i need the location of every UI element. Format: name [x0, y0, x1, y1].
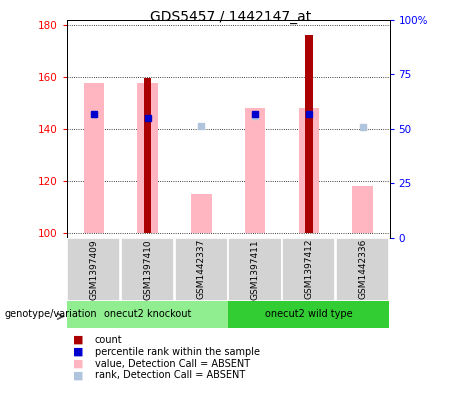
Bar [67, 238, 120, 301]
Text: GDS5457 / 1442147_at: GDS5457 / 1442147_at [150, 10, 311, 24]
Bar [353, 186, 373, 233]
Bar [229, 301, 389, 328]
Bar [191, 194, 212, 233]
Text: onecut2 wild type: onecut2 wild type [265, 309, 353, 320]
Bar [137, 83, 158, 233]
Text: GSM1442337: GSM1442337 [197, 239, 206, 299]
Text: percentile rank within the sample: percentile rank within the sample [95, 347, 260, 357]
Text: ■: ■ [73, 347, 83, 357]
Bar [175, 238, 228, 301]
Bar [282, 238, 336, 301]
Bar [83, 83, 104, 233]
Bar [67, 301, 228, 328]
Text: value, Detection Call = ABSENT: value, Detection Call = ABSENT [95, 358, 249, 369]
Text: rank, Detection Call = ABSENT: rank, Detection Call = ABSENT [95, 370, 245, 380]
Text: ■: ■ [73, 358, 83, 369]
Bar [305, 35, 313, 233]
Text: GSM1397410: GSM1397410 [143, 239, 152, 299]
Text: GSM1397412: GSM1397412 [304, 239, 313, 299]
Bar [336, 238, 389, 301]
Bar [144, 78, 151, 233]
Bar [299, 108, 319, 233]
Text: ■: ■ [73, 335, 83, 345]
Text: onecut2 knockout: onecut2 knockout [104, 309, 191, 320]
Bar [121, 238, 174, 301]
Text: ■: ■ [73, 370, 83, 380]
Text: genotype/variation: genotype/variation [5, 309, 97, 320]
Text: GSM1397409: GSM1397409 [89, 239, 98, 299]
Text: GSM1397411: GSM1397411 [251, 239, 260, 299]
Bar [245, 108, 265, 233]
Bar [229, 238, 282, 301]
Text: count: count [95, 335, 122, 345]
Text: GSM1442336: GSM1442336 [358, 239, 367, 299]
